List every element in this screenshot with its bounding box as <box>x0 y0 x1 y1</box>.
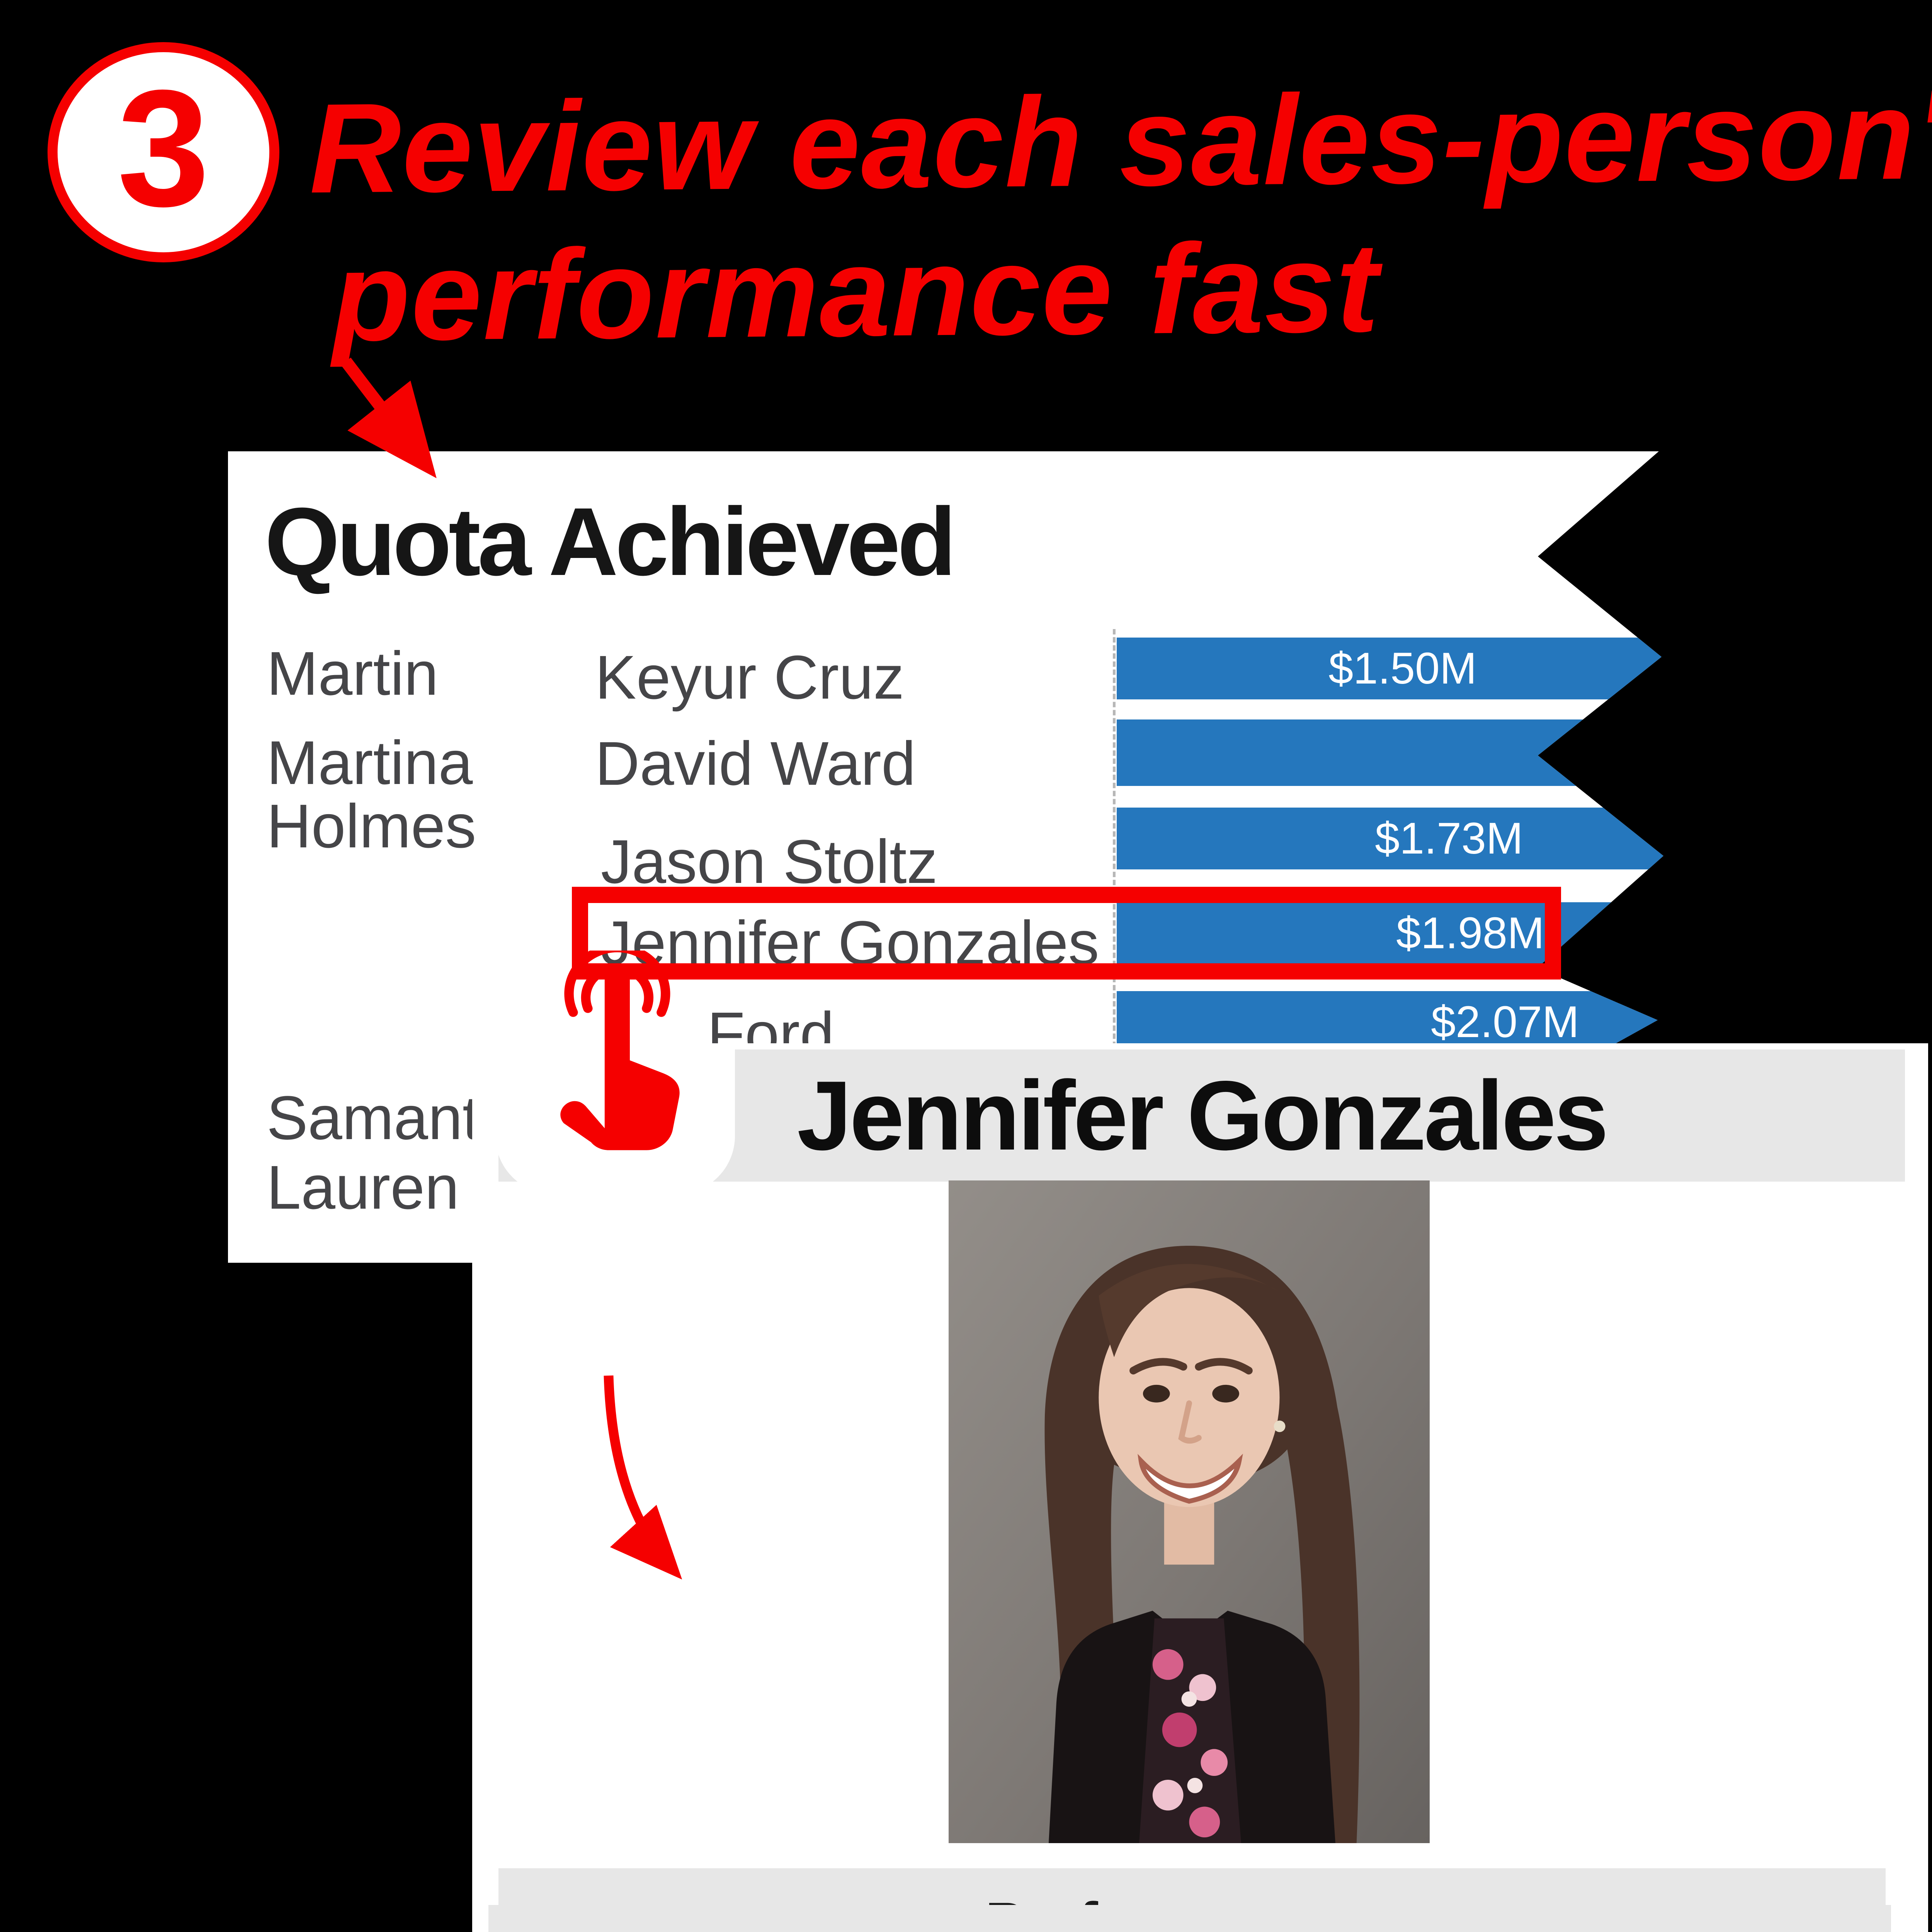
blouse-floral-pattern <box>1152 1649 1228 1838</box>
salesperson-label-jason-stoltz[interactable]: Jason Stoltz <box>601 827 938 896</box>
detail-panel-title: Jennifer Gonzales <box>797 1060 1609 1171</box>
total-opportunities-panel: Total Opportunities General Electric <box>488 1905 1891 1932</box>
opportunities-title: Total Opportunities <box>932 1926 1448 1932</box>
manager-label: Martina <box>267 728 473 797</box>
tap-gesture-icon <box>556 943 703 1190</box>
opportunities-header: Total Opportunities <box>488 1905 1891 1932</box>
quota-bar-ford[interactable] <box>1117 991 1665 1053</box>
salesperson-label-keyur-cruz[interactable]: Keyur Cruz <box>595 643 905 712</box>
manager-label: Holmes <box>267 791 476 861</box>
portrait-photo <box>949 1180 1430 1843</box>
annotation-title-line1: Review each sales-person's <box>308 62 1932 220</box>
quota-bar-keyur-cruz[interactable] <box>1117 638 1665 699</box>
salesperson-detail-panel: Jennifer Gonzales <box>472 1043 1928 1932</box>
quota-panel-title: Quota Achieved <box>265 488 956 595</box>
quota-bar-jason-stoltz[interactable] <box>1117 808 1665 869</box>
salesperson-label-jennifer-gonzales[interactable]: Jennifer Gonzales <box>601 908 1099 977</box>
quota-achieved-panel: Quota Achieved Martin Martina Holmes Sam… <box>228 451 1665 1263</box>
selection-highlight-box <box>572 887 1561 980</box>
quota-bar-david-ward[interactable] <box>1117 719 1665 786</box>
annotation-title-line2: performance fast <box>332 216 1380 367</box>
bar-value-label: $1.50M <box>1328 644 1477 693</box>
manager-label: Lauren <box>267 1153 459 1222</box>
salesperson-label-david-ward[interactable]: David Ward <box>595 729 916 798</box>
bar-value-label: $1.98M <box>1396 908 1544 958</box>
step-number-badge: 3 <box>48 42 279 262</box>
bar-value-label: $1.73M <box>1375 814 1523 863</box>
step-number: 3 <box>117 56 210 241</box>
bar-value-label: $2.07M <box>1431 997 1579 1047</box>
portrait-photo-graphic <box>949 1180 1430 1843</box>
chart-axis-line <box>1113 629 1116 1120</box>
arrow-title-to-quota-panel <box>341 357 437 478</box>
manager-label: Martin <box>267 639 439 708</box>
